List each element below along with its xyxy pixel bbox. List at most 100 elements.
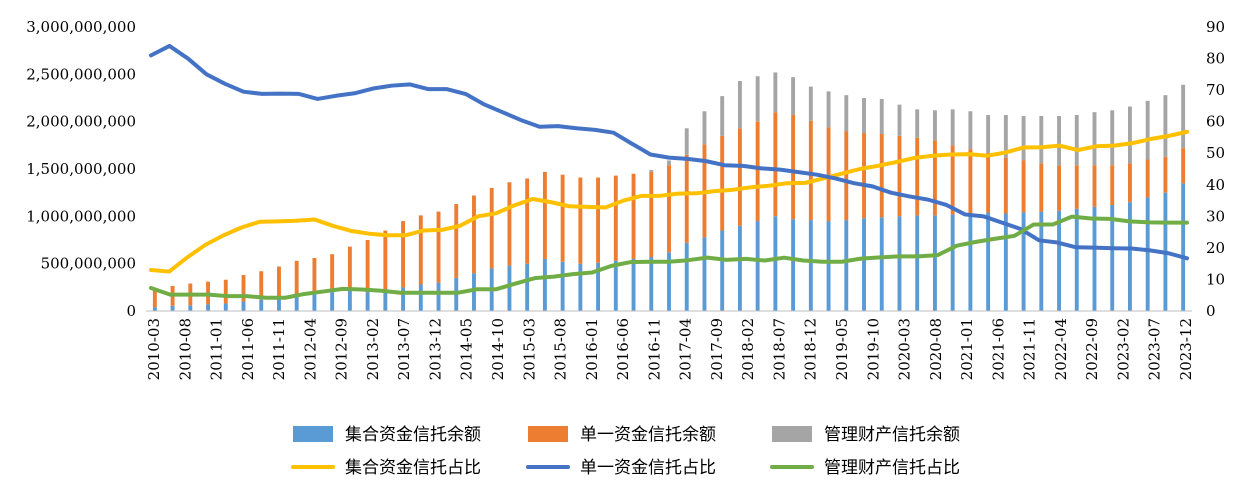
bar-2-44: [932, 110, 937, 141]
bar-1-22: [542, 171, 547, 259]
bar-1-38: [826, 127, 831, 222]
bar-2-56: [1145, 100, 1150, 160]
bar-0-28: [649, 257, 654, 311]
legend-label: 集合资金信托余额: [345, 425, 481, 445]
bar-series-group: [152, 72, 1186, 311]
bar-1-53: [1092, 165, 1097, 207]
x-tick-label: 2019-05: [833, 318, 851, 380]
x-tick-label: 2013-02: [364, 318, 382, 380]
x-tick-label: 2022-04: [1052, 318, 1070, 380]
bar-0-41: [879, 217, 884, 311]
bar-0-16: [436, 282, 441, 311]
right-tick-label: 50: [1206, 144, 1225, 162]
bar-1-8: [294, 260, 299, 295]
bar-0-4: [223, 303, 228, 311]
bar-2-39: [844, 95, 849, 132]
bar-1-15: [418, 215, 423, 285]
x-tick-label: 2012-09: [333, 318, 351, 380]
bar-0-24: [578, 263, 583, 311]
left-tick-label: 1,000,000,000: [26, 207, 136, 225]
bar-1-9: [312, 257, 317, 294]
legend-label: 单一资金信托占比: [580, 458, 716, 478]
bar-2-30: [684, 128, 689, 155]
bar-1-10: [330, 254, 335, 293]
bar-1-43: [915, 137, 920, 216]
bar-2-58: [1181, 84, 1186, 149]
x-tick-label: 2021-06: [989, 318, 1007, 380]
bar-2-52: [1074, 115, 1079, 166]
x-tick-label: 2018-12: [802, 318, 820, 380]
bar-0-14: [401, 287, 406, 311]
bar-1-18: [472, 195, 476, 274]
x-tick-label: 2018-02: [739, 318, 757, 380]
x-tick-label: 2011-01: [208, 318, 226, 380]
bar-0-27: [631, 258, 636, 311]
left-tick-label: 1,500,000,000: [26, 160, 136, 178]
bar-0-58: [1181, 183, 1186, 311]
bar-1-24: [578, 177, 583, 264]
bar-1-48: [1003, 157, 1008, 214]
bar-0-56: [1145, 197, 1150, 311]
bar-1-28: [649, 171, 654, 258]
bar-0-42: [897, 216, 902, 311]
bar-0-30: [684, 242, 689, 311]
bar-1-50: [1039, 163, 1044, 212]
bar-2-42: [897, 104, 902, 136]
x-tick-label: 2017-04: [677, 318, 695, 380]
bar-1-0: [152, 289, 157, 308]
left-tick-label: 0: [126, 302, 136, 320]
line-series-group: [149, 43, 1189, 300]
bar-0-53: [1092, 206, 1097, 311]
bar-1-35: [773, 112, 778, 217]
bar-0-35: [773, 216, 778, 311]
bar-2-35: [773, 72, 778, 113]
x-tick-label: 2020-03: [896, 318, 914, 380]
bar-1-25: [596, 177, 601, 263]
bar-1-56: [1145, 159, 1150, 198]
bar-1-42: [897, 135, 902, 217]
bar-0-8: [294, 294, 299, 311]
bar-2-53: [1092, 112, 1097, 166]
bar-1-11: [347, 246, 352, 290]
x-tick-label: 2014-05: [458, 318, 476, 380]
bar-1-39: [844, 131, 849, 221]
x-tick-label: 2015-03: [520, 318, 538, 380]
bar-0-23: [560, 261, 565, 311]
bar-2-40: [862, 98, 866, 134]
bar-2-32: [720, 96, 725, 136]
bar-0-9: [312, 293, 317, 311]
x-tick-label: 2010-08: [176, 318, 194, 380]
legend-swatch: [772, 426, 812, 442]
bar-2-47: [986, 115, 991, 153]
x-tick-label: 2016-06: [614, 318, 632, 380]
bar-1-14: [401, 221, 406, 288]
x-tick-label: 2021-11: [1021, 318, 1039, 380]
right-tick-label: 40: [1206, 176, 1225, 194]
bar-1-27: [631, 173, 636, 259]
bar-0-18: [472, 273, 476, 311]
x-tick-label: 2017-09: [708, 318, 726, 380]
bar-0-26: [613, 260, 618, 311]
bar-0-11: [347, 289, 352, 311]
bar-0-44: [932, 215, 937, 311]
x-tick-label: 2023-07: [1146, 318, 1164, 380]
right-y-axis: 0 10 20 30 40 50 60 70 80 90: [1206, 18, 1225, 320]
bar-0-2: [188, 305, 193, 311]
bar-1-58: [1181, 148, 1186, 184]
bar-0-21: [525, 263, 530, 311]
x-tick-label: 2015-08: [552, 318, 570, 380]
bar-2-41: [879, 98, 884, 134]
bar-0-39: [844, 220, 849, 311]
bar-0-29: [667, 252, 671, 311]
bar-1-20: [507, 182, 512, 266]
bar-0-10: [330, 292, 335, 311]
x-tick-label: 2016-11: [645, 318, 663, 380]
bar-1-55: [1128, 163, 1132, 203]
bar-1-5: [241, 275, 246, 302]
bar-2-29: [667, 160, 671, 166]
bar-1-17: [454, 204, 459, 278]
bar-0-52: [1074, 208, 1079, 311]
bar-1-40: [862, 133, 866, 219]
bar-2-46: [968, 111, 973, 150]
x-tick-label: 2010-03: [145, 318, 163, 380]
